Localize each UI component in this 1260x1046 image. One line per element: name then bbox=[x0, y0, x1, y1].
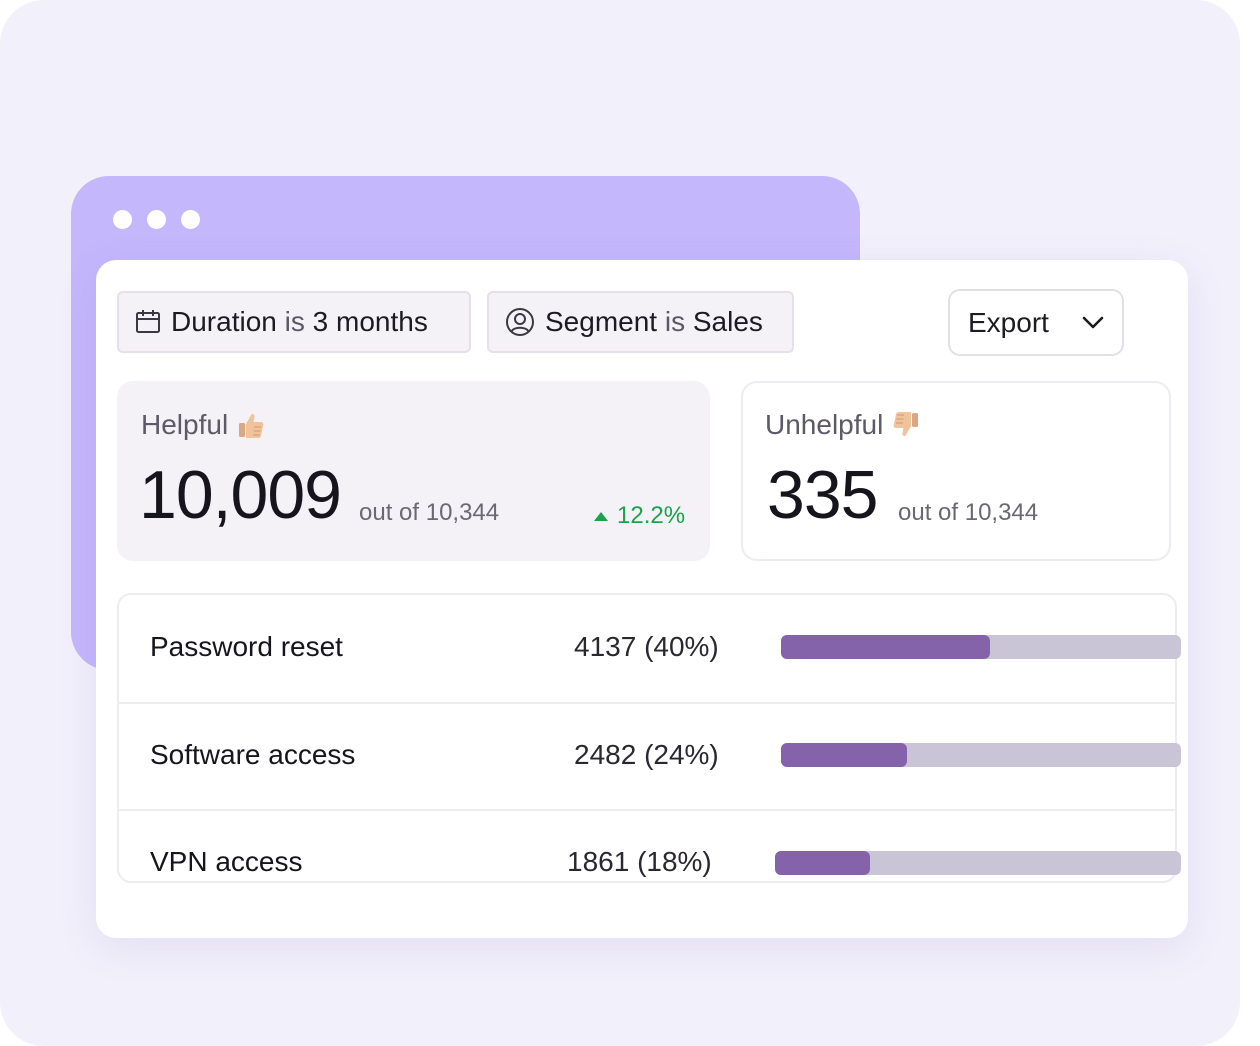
unhelpful-stat-card: Unhelpful 335 out of 10,344 bbox=[741, 381, 1171, 561]
topic-bar-fill bbox=[781, 635, 991, 659]
helpful-delta: 12.2% bbox=[594, 502, 685, 530]
chevron-down-icon bbox=[1082, 316, 1104, 328]
calendar-icon bbox=[136, 310, 160, 333]
topic-count: 2482 (24%) bbox=[574, 739, 719, 770]
filter-value: Sales bbox=[692, 306, 763, 337]
topic-bar-track bbox=[781, 743, 1181, 767]
topic-label: Password reset bbox=[150, 631, 343, 662]
topic-bar-fill bbox=[781, 743, 907, 767]
export-label: Export bbox=[968, 306, 1049, 338]
filter-field: Duration bbox=[171, 306, 277, 337]
helpful-delta-value: 12.2% bbox=[617, 502, 686, 529]
helpful-out-of: out of 10,344 bbox=[359, 499, 500, 526]
unhelpful-label: Unhelpful bbox=[765, 409, 884, 440]
helpful-label: Helpful bbox=[141, 409, 229, 440]
filter-op: is bbox=[284, 306, 305, 337]
table-row[interactable]: Password reset 4137 (40%) bbox=[119, 595, 1181, 704]
topics-table: Password reset 4137 (40%) Software acces… bbox=[117, 593, 1181, 883]
helpful-stat-card: Helpful 10,009 out of 10,344 12.2% bbox=[117, 381, 710, 561]
topic-count: 4137 (40%) bbox=[574, 631, 719, 662]
unhelpful-out-of: out of 10,344 bbox=[898, 499, 1039, 526]
topic-label: Software access bbox=[150, 739, 356, 770]
topic-count: 1861 (18%) bbox=[567, 846, 712, 877]
topic-bar-track bbox=[781, 635, 1181, 659]
thumbs-down-icon bbox=[893, 412, 919, 437]
filter-chip-duration[interactable]: Duration is 3 months bbox=[117, 291, 471, 353]
helpful-value: 10,009 bbox=[139, 457, 342, 533]
filter-chip-segment[interactable]: Segment is Sales bbox=[487, 291, 794, 353]
window-dot-3 bbox=[181, 210, 200, 229]
export-dropdown[interactable]: Export bbox=[948, 289, 1124, 356]
thumbs-up-icon bbox=[239, 413, 264, 438]
topic-bar-track bbox=[775, 851, 1181, 875]
report-card: Duration is 3 months Segment is Sales Ex… bbox=[96, 260, 1188, 938]
filter-field: Segment bbox=[545, 306, 658, 337]
topic-label: VPN access bbox=[150, 846, 303, 877]
trend-up-icon bbox=[594, 511, 608, 521]
filter-op: is bbox=[664, 306, 686, 337]
filter-value: 3 months bbox=[312, 306, 428, 337]
table-row[interactable]: VPN access 1861 (18%) bbox=[119, 809, 1181, 916]
table-row[interactable]: Software access 2482 (24%) bbox=[119, 702, 1181, 811]
topic-bar-fill bbox=[775, 851, 871, 875]
user-circle-icon bbox=[506, 308, 534, 336]
unhelpful-value: 335 bbox=[767, 457, 878, 533]
window-dot-1 bbox=[113, 210, 132, 229]
window-dot-2 bbox=[147, 210, 166, 229]
